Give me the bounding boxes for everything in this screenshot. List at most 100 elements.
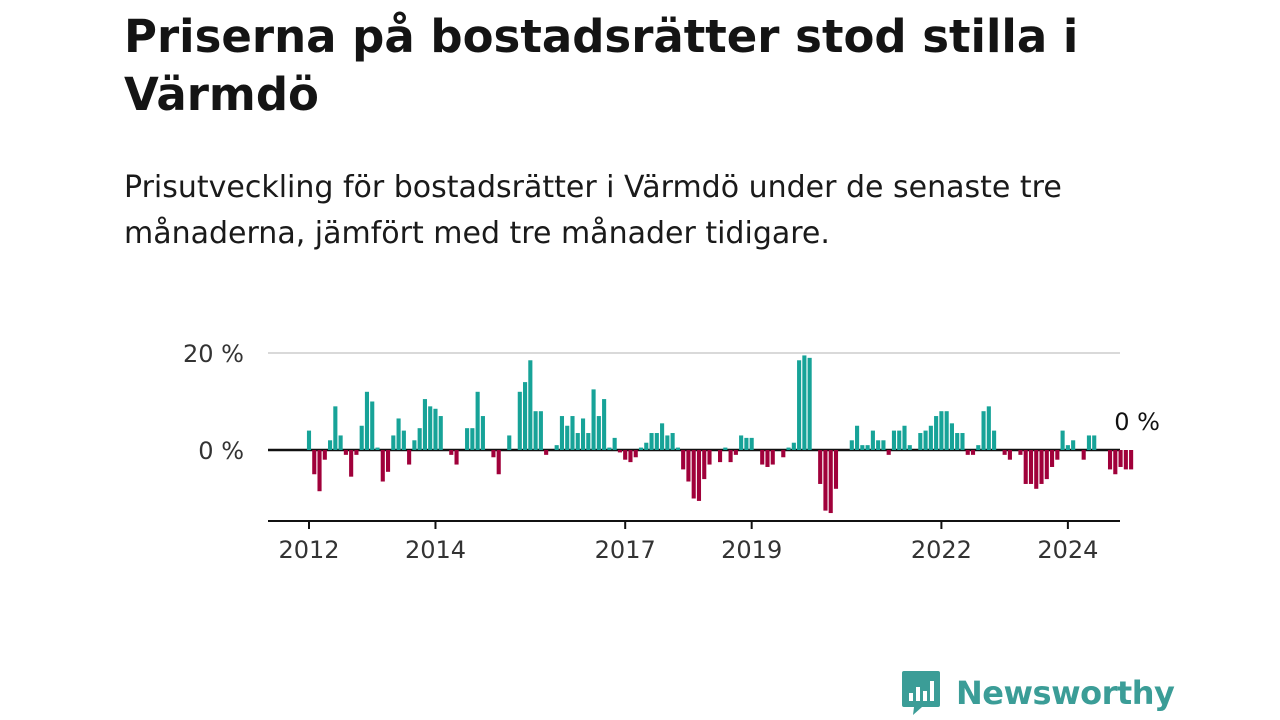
bar-positive: [939, 411, 944, 450]
bar-positive: [433, 408, 438, 450]
bar-positive: [749, 437, 754, 451]
bar-negative: [1050, 450, 1055, 467]
bar-positive: [644, 442, 649, 450]
bar-positive: [981, 411, 986, 450]
bar-positive: [1065, 445, 1070, 450]
bars: [306, 355, 1134, 514]
bar-negative: [770, 450, 775, 465]
bar-positive: [944, 411, 949, 450]
bar-negative: [681, 450, 686, 470]
bar-positive: [412, 440, 417, 450]
bar-negative: [702, 450, 707, 480]
bar-positive: [596, 416, 601, 450]
bar-positive: [422, 399, 427, 450]
bar-negative: [1044, 450, 1049, 480]
x-tick-label: 2012: [278, 536, 339, 564]
bar-positive: [876, 440, 881, 450]
bar-positive: [744, 437, 749, 451]
newsworthy-logo-icon: [902, 671, 940, 715]
bar-negative: [617, 450, 622, 453]
annotations: 0 %: [1114, 408, 1160, 436]
bar-negative: [628, 450, 633, 463]
bar-positive: [960, 433, 965, 450]
bar-positive: [364, 391, 370, 450]
bar-negative: [454, 450, 459, 465]
bar-positive: [986, 406, 991, 450]
bar-negative: [349, 450, 354, 477]
bar-positive: [649, 433, 654, 450]
bar-positive: [928, 425, 933, 450]
bar-negative: [965, 450, 970, 455]
bar-positive: [934, 416, 939, 450]
bar-positive: [391, 435, 396, 450]
bar-negative: [1039, 450, 1044, 484]
bar-negative: [496, 450, 501, 475]
bar-negative: [733, 450, 738, 455]
bar-negative: [1123, 450, 1128, 470]
bar-positive: [333, 406, 338, 450]
bar-negative: [1023, 450, 1028, 484]
bar-negative: [1018, 450, 1023, 455]
bar-positive: [475, 391, 480, 450]
bar-positive: [918, 433, 923, 450]
bar-negative: [1028, 450, 1034, 484]
bar-positive: [338, 435, 343, 450]
bar-positive: [517, 391, 522, 450]
bar-positive: [396, 418, 401, 450]
bar-positive: [465, 428, 470, 450]
bar-positive: [855, 425, 860, 450]
bar-positive: [470, 428, 475, 450]
bar-positive: [570, 416, 575, 450]
bar-negative: [1055, 450, 1060, 460]
x-tick-label: 2017: [595, 536, 656, 564]
x-tick-label: 2022: [911, 536, 972, 564]
bar-negative: [623, 450, 628, 460]
bar-negative: [707, 450, 712, 465]
bar-positive: [665, 435, 670, 450]
bar-positive: [881, 440, 886, 450]
bar-positive: [891, 430, 897, 450]
bar-positive: [923, 430, 928, 450]
bar-negative: [343, 450, 348, 455]
bar-negative: [449, 450, 454, 455]
bar-negative: [760, 450, 765, 465]
bar-positive: [638, 447, 644, 450]
bar-positive: [897, 430, 902, 450]
bar-positive: [1071, 440, 1076, 450]
page-subtitle: Prisutveckling för bostadsrätter i Värmd…: [124, 170, 1062, 251]
bar-positive: [865, 445, 870, 450]
bar-negative: [1118, 450, 1123, 467]
y-axis-labels: 0 % 20 %: [183, 340, 244, 465]
bar-positive: [992, 430, 997, 450]
bar-positive: [565, 425, 570, 450]
bar-negative: [491, 450, 496, 458]
bar-positive: [612, 437, 617, 451]
bar-negative: [380, 450, 385, 482]
bar-positive: [438, 416, 443, 450]
bar-negative: [633, 450, 638, 458]
price-change-bar-chart: 0 % 20 % 2012 2014 2017 2019 2022 2024 0 %: [183, 340, 1160, 564]
bar-positive: [870, 430, 875, 450]
x-tick-label: 2024: [1037, 536, 1098, 564]
bar-positive: [559, 416, 565, 450]
bar-negative: [1129, 450, 1134, 470]
bar-positive: [670, 433, 675, 450]
y-tick-label: 0 %: [198, 437, 244, 465]
bar-positive: [428, 406, 433, 450]
bar-positive: [976, 445, 981, 450]
bar-negative: [970, 450, 976, 455]
bar-positive: [370, 401, 375, 450]
bar-positive: [1092, 435, 1097, 450]
bar-positive: [328, 440, 333, 450]
bar-positive: [802, 355, 807, 450]
bar-positive: [1086, 435, 1092, 450]
bar-positive: [533, 411, 538, 450]
bar-positive: [554, 445, 559, 450]
bar-negative: [765, 450, 770, 467]
bar-positive: [375, 447, 380, 450]
bar-positive: [523, 382, 528, 450]
bar-negative: [691, 450, 696, 499]
bar-positive: [807, 357, 812, 450]
bar-positive: [902, 425, 907, 450]
y-tick-label: 20 %: [183, 340, 244, 368]
